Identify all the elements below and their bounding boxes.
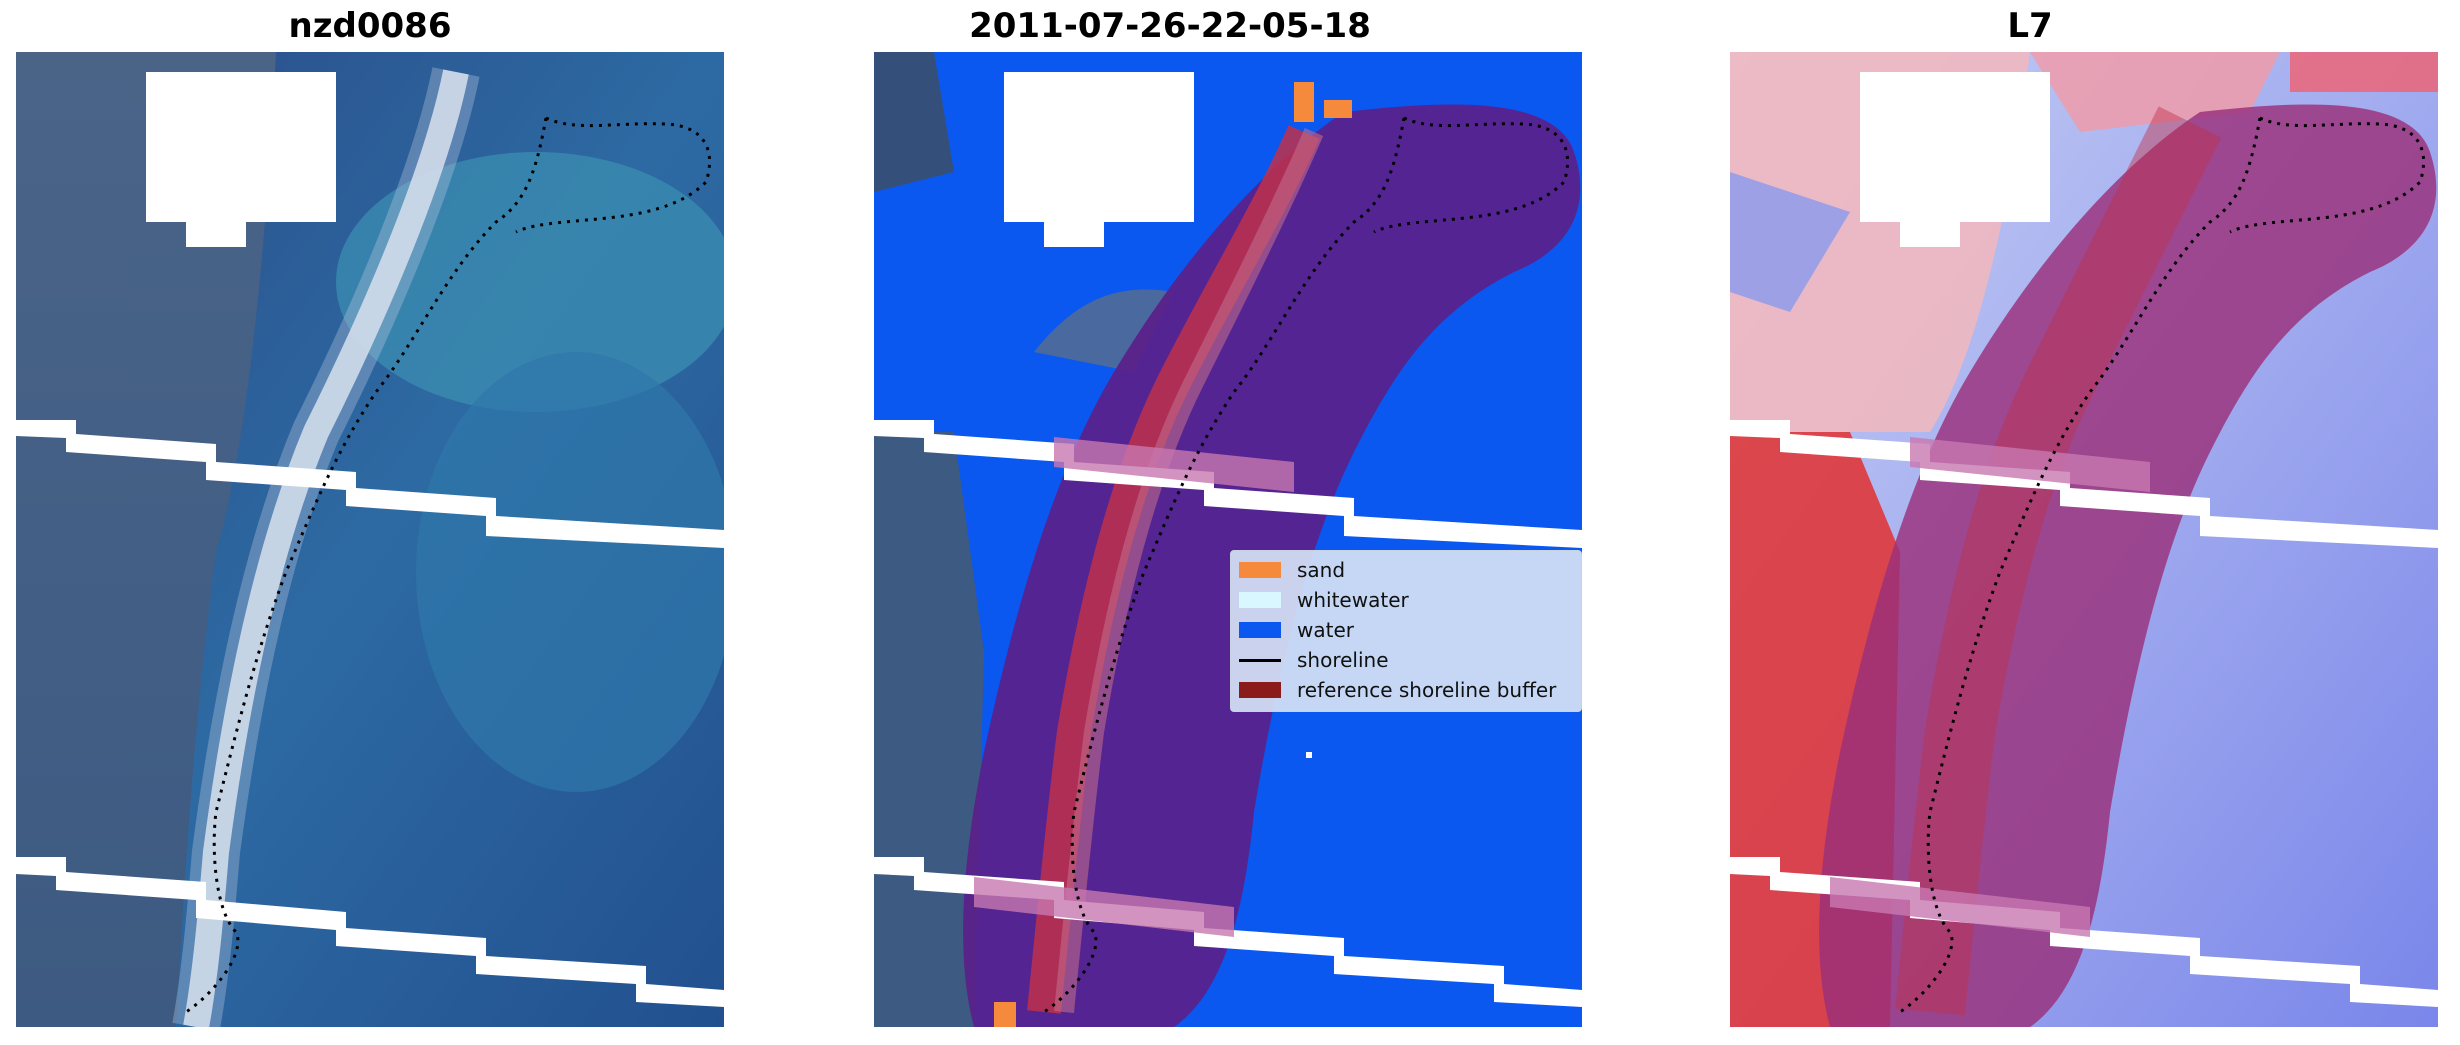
panel-title-site: nzd0086 [288,6,452,46]
sand-swatch [1239,562,1281,578]
panel-title-sensor: L7 [2007,6,2053,46]
legend-label: shoreline [1297,648,1389,672]
legend-item-whitewater: whitewater [1239,587,1409,613]
legend-item-shoreline: shoreline [1239,647,1389,673]
shoreline-line-swatch [1239,658,1281,662]
index-map [1730,52,2438,1027]
legend-label: reference shoreline buffer [1297,678,1557,702]
water-swatch [1239,622,1281,638]
panel-classification: 2011-07-26-22-05-18 [740,0,1600,1045]
legend-item-buffer: reference shoreline buffer [1239,677,1556,703]
panel-title-date: 2011-07-26-22-05-18 [969,6,1371,46]
legend-label: sand [1297,558,1346,582]
panel-index-map: L7 [1600,0,2460,1045]
legend-label: water [1297,618,1354,642]
buffer-swatch [1239,682,1281,698]
legend-item-sand: sand [1239,557,1345,583]
whitewater-swatch [1239,592,1281,608]
legend-label: whitewater [1297,588,1409,612]
classification-map [874,52,1582,1027]
panel-satellite-image: nzd0086 [0,0,740,1045]
legend: sand whitewater water shoreline referenc… [1230,550,1582,712]
legend-item-water: water [1239,617,1354,643]
satellite-image [16,52,724,1027]
